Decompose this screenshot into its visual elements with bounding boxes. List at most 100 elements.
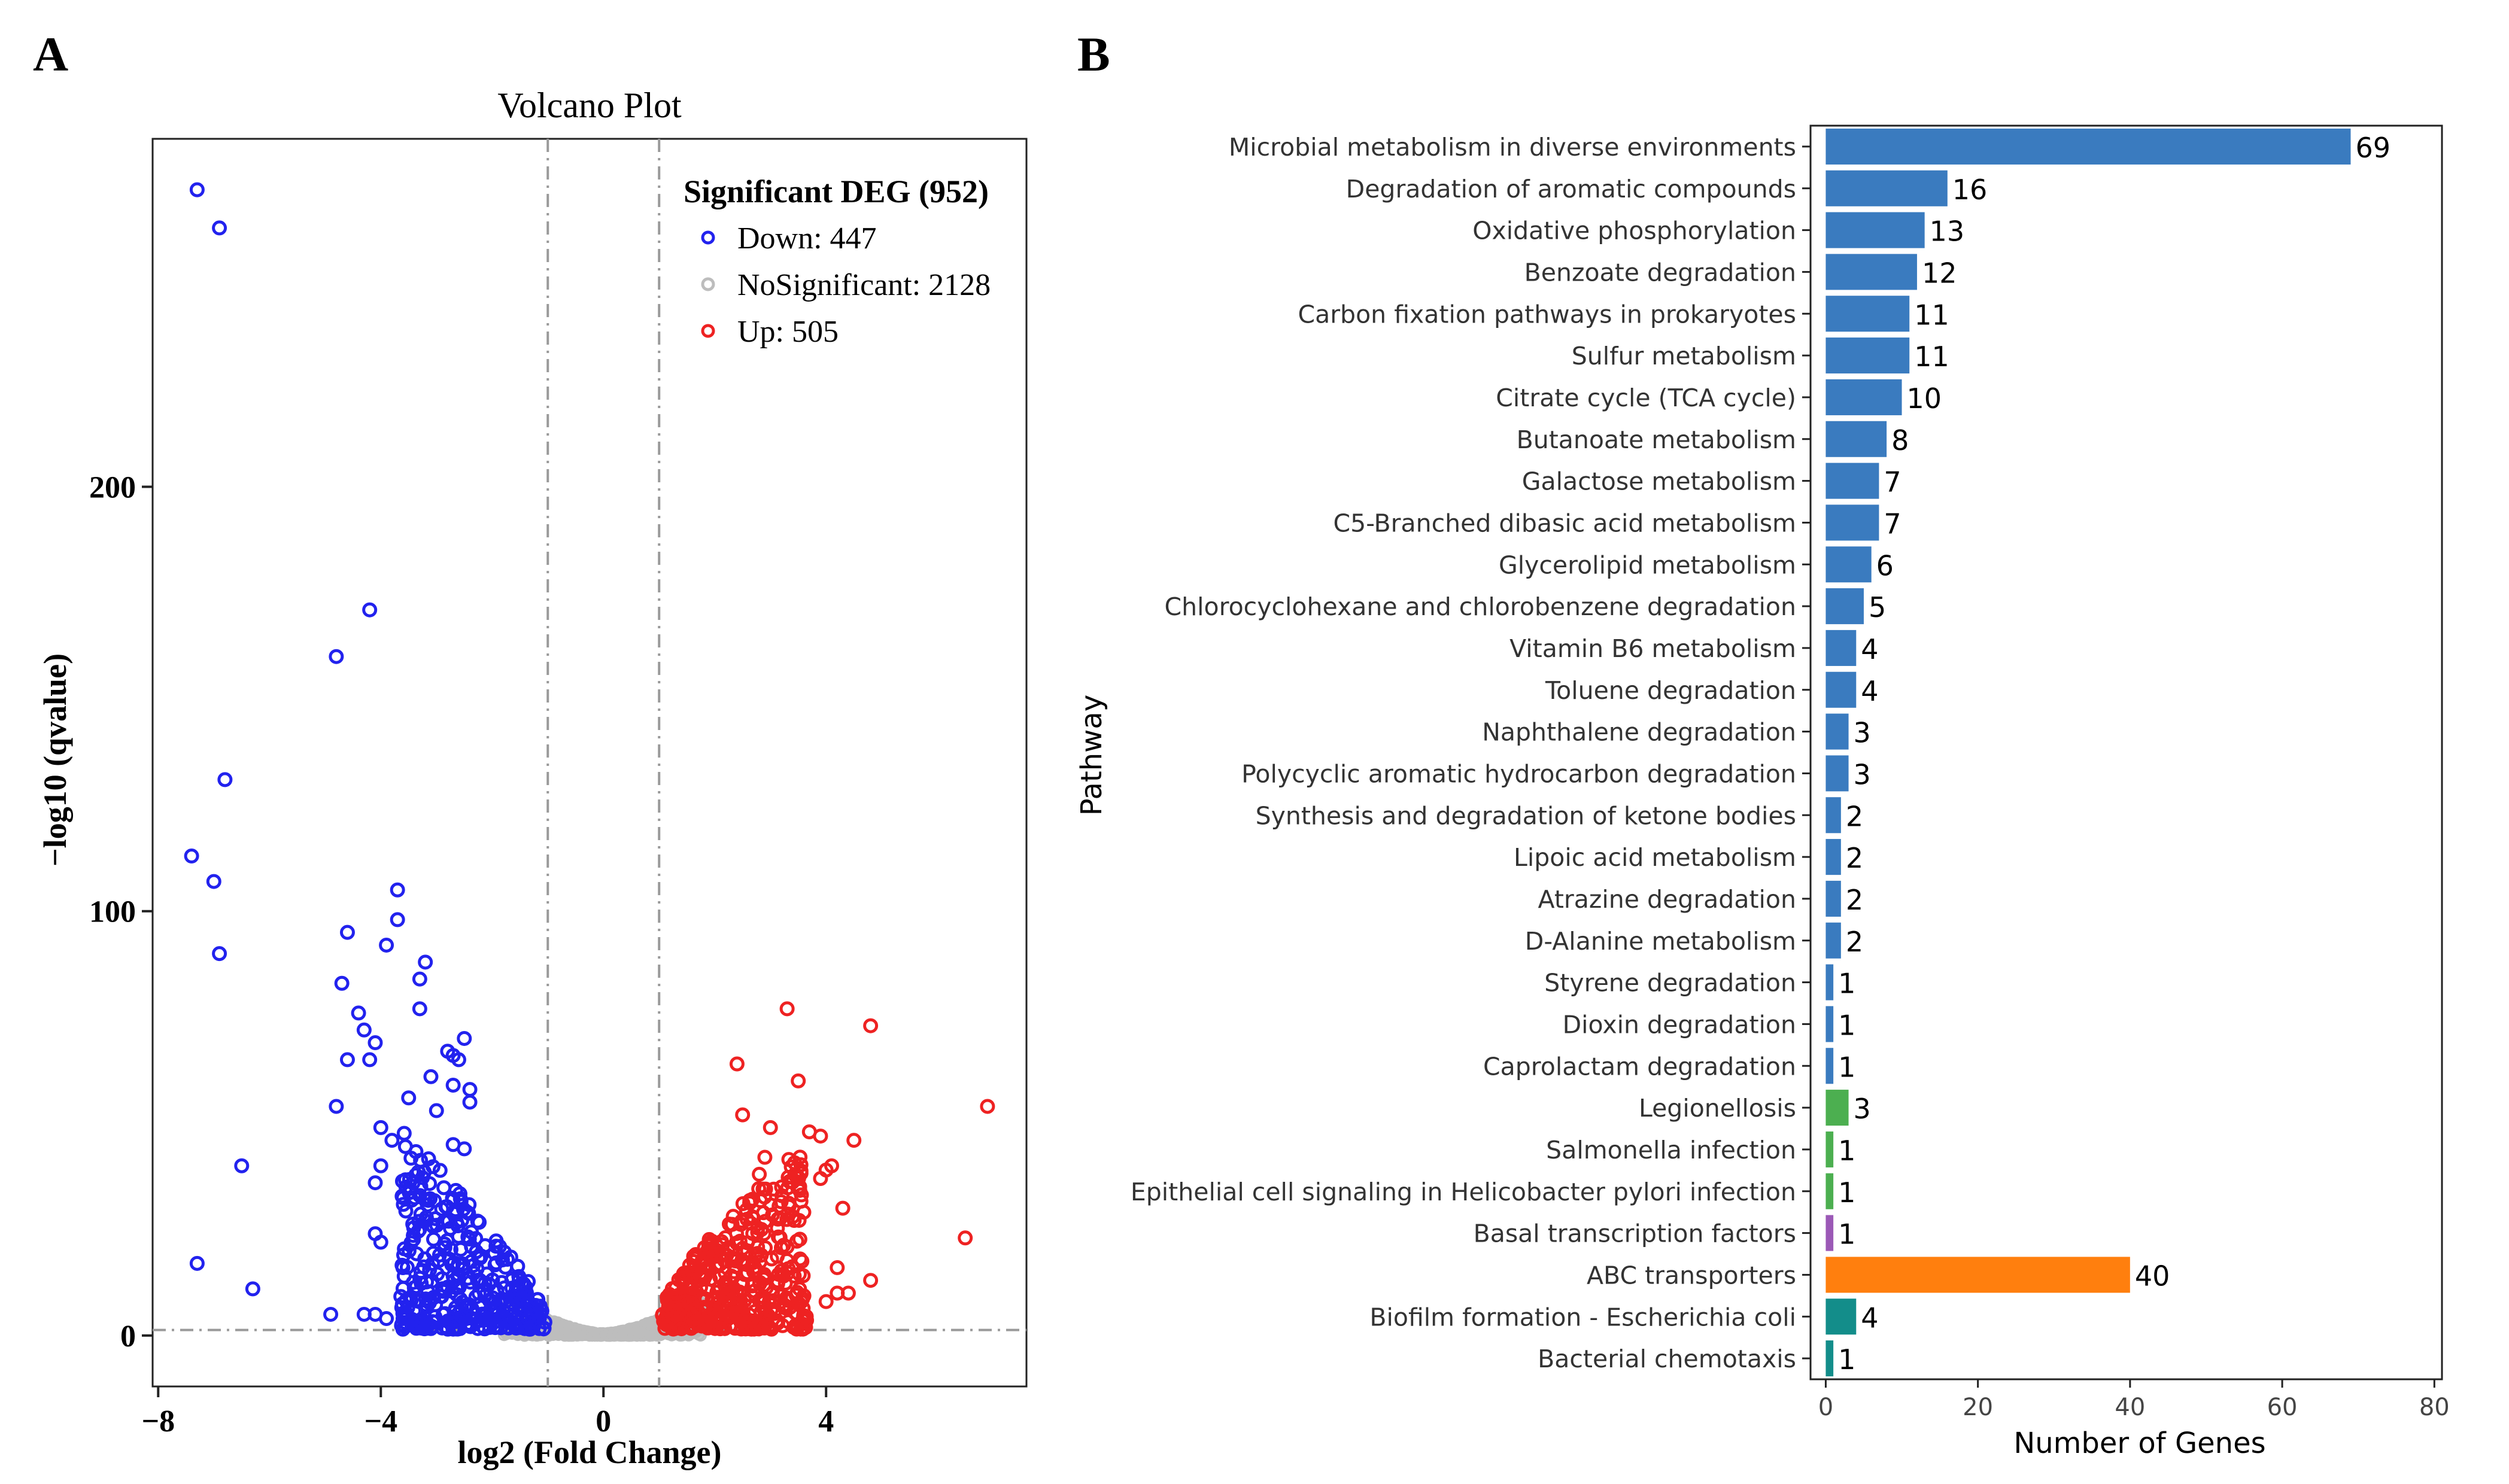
up-point (790, 1181, 806, 1196)
pathway-bar (1825, 421, 1887, 457)
up-point (676, 1266, 691, 1282)
up-point (681, 1319, 696, 1334)
pathway-bar (1825, 1298, 1857, 1335)
pathway-bars (1825, 128, 2351, 1377)
down-point (479, 1310, 494, 1326)
down-point (457, 1030, 472, 1046)
down-point (455, 1294, 470, 1310)
up-points (655, 1001, 995, 1337)
down-point (390, 882, 405, 898)
down-point (184, 849, 199, 864)
up-point (792, 1251, 808, 1267)
up-point (813, 1171, 828, 1186)
pathway-bar (1825, 671, 1857, 708)
down-point (418, 954, 433, 970)
up-point (735, 1196, 751, 1211)
down-point (503, 1249, 518, 1265)
pathway-bar (1825, 839, 1841, 875)
down-point (406, 1220, 421, 1236)
up-point (770, 1273, 786, 1289)
up-point (733, 1217, 749, 1232)
up-point (746, 1264, 761, 1279)
bar-value-label: 2 (1846, 926, 1863, 958)
pathway-label: Vitamin B6 metabolism (1509, 634, 1796, 663)
pathway-label: Toluene degradation (1545, 676, 1796, 705)
panel-b-label: B (1077, 27, 1110, 81)
up-point (699, 1244, 715, 1260)
pathway-label: Synthesis and degradation of ketone bodi… (1256, 801, 1796, 830)
up-point (776, 1237, 791, 1253)
bar-x-axis-label: Number of Genes (2013, 1427, 2265, 1460)
down-point (395, 1281, 411, 1296)
up-point (771, 1267, 786, 1282)
pathway-label: C5-Branched dibasic acid metabolism (1333, 509, 1796, 537)
pathway-label: Lipoic acid metabolism (1514, 843, 1796, 872)
pathway-label: Polycyclic aromatic hydrocarbon degradat… (1241, 759, 1796, 788)
pathway-label: Microbial metabolism in diverse environm… (1229, 133, 1796, 162)
up-point (704, 1291, 720, 1307)
x-tick-label: 0 (596, 1404, 611, 1439)
down-point (451, 1052, 466, 1068)
bar-value-label: 1 (1838, 1009, 1855, 1041)
bar-x-axis: 0 20 40 60 80 (1818, 1379, 2450, 1421)
down-point (485, 1272, 500, 1288)
volcano-y-axis: 0 100 200 (89, 471, 153, 1354)
bar-x-tick-label: 60 (2267, 1394, 2298, 1421)
pathway-bar (1825, 296, 1910, 332)
up-point (687, 1303, 703, 1318)
bar-value-label: 4 (1861, 633, 1878, 665)
down-point (464, 1224, 479, 1240)
up-point (958, 1230, 973, 1246)
legend-down-marker (701, 230, 715, 245)
pathway-label: Chlorocyclohexane and chlorobenzene degr… (1165, 592, 1796, 621)
down-point (436, 1180, 452, 1196)
down-point (398, 1179, 414, 1195)
up-point (674, 1321, 689, 1337)
up-point (766, 1293, 781, 1309)
pathway-label: Basal transcription factors (1474, 1220, 1796, 1248)
legend-up-marker (701, 324, 715, 338)
pathway-bar (1825, 1215, 1834, 1251)
volcano-title: Volcano Plot (497, 86, 682, 125)
panel-a-label: A (33, 27, 68, 81)
down-point (362, 1052, 378, 1068)
down-point (234, 1158, 250, 1173)
down-point (396, 1126, 412, 1141)
nosignificant-point (557, 1321, 570, 1334)
down-point (487, 1314, 502, 1330)
pathway-labels: Microbial metabolism in diverse environm… (1131, 133, 1811, 1373)
bar-value-label: 8 (1891, 424, 1909, 457)
down-point (443, 1242, 458, 1257)
up-point (735, 1107, 751, 1123)
bar-x-tick-label: 20 (1963, 1394, 1993, 1421)
down-point (440, 1321, 455, 1337)
volcano-plot: Volcano Plot −8 −4 0 4 0 100 200 log2 (Fold C… (37, 86, 1028, 1470)
pathway-bar (1825, 755, 1849, 792)
pathway-bar (1825, 1090, 1849, 1126)
down-point (373, 1234, 388, 1250)
down-point (516, 1293, 531, 1308)
up-point (706, 1310, 722, 1326)
down-point (189, 1255, 205, 1271)
down-point (445, 1269, 461, 1284)
pathway-label: Naphthalene degradation (1482, 718, 1796, 747)
volcano-x-axis-label: log2 (Fold Change) (457, 1434, 721, 1470)
nosignificant-point (646, 1326, 659, 1339)
down-point (469, 1244, 484, 1260)
down-point (217, 772, 233, 787)
down-point (517, 1319, 533, 1335)
pathway-bar (1825, 964, 1834, 1001)
down-point (438, 1319, 453, 1334)
up-point (745, 1225, 761, 1241)
bar-value-label: 4 (1861, 675, 1878, 707)
volcano-y-axis-label: −log10 (qvalue) (37, 653, 73, 866)
volcano-legend: Significant DEG (952) Down: 447 NoSignif… (684, 174, 991, 349)
down-point (212, 220, 227, 236)
down-point (393, 1289, 409, 1304)
down-point (536, 1321, 551, 1337)
bar-value-label: 1 (1838, 1051, 1855, 1083)
up-point (748, 1248, 763, 1263)
up-point (752, 1166, 767, 1182)
nosignificant-point (615, 1325, 628, 1339)
up-point (779, 1001, 795, 1017)
